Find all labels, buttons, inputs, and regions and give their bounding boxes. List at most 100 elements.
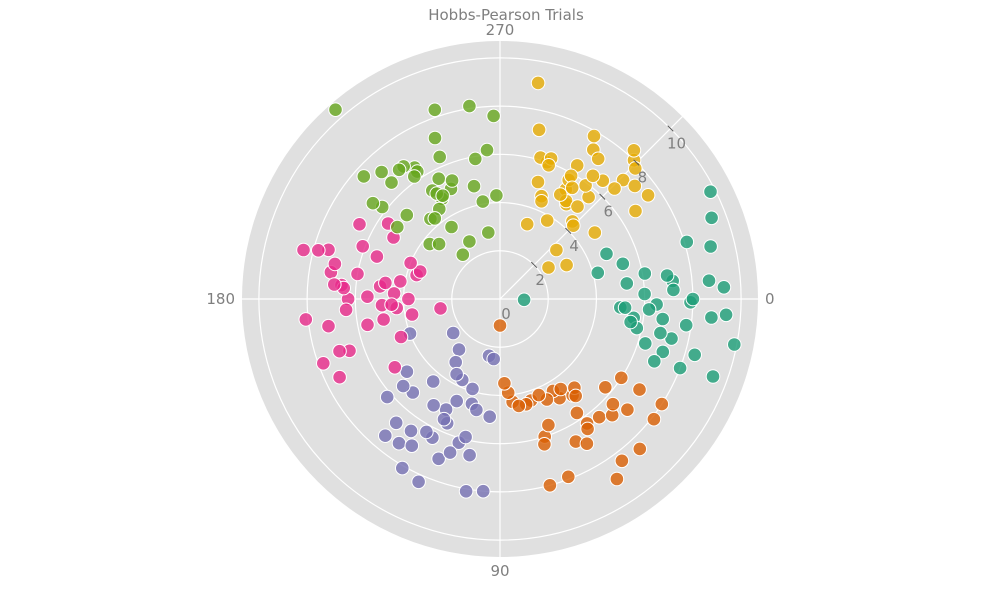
data-point[interactable] (411, 474, 426, 490)
data-point[interactable] (350, 266, 365, 282)
data-point[interactable] (620, 402, 635, 418)
data-point[interactable] (566, 218, 581, 233)
data-point[interactable] (655, 311, 671, 327)
data-point[interactable] (563, 168, 579, 184)
data-point[interactable] (609, 471, 625, 487)
data-point[interactable] (641, 302, 657, 317)
data-point[interactable] (466, 178, 482, 194)
data-point[interactable] (391, 435, 407, 451)
data-point[interactable] (666, 282, 681, 298)
data-point[interactable] (614, 370, 629, 386)
data-point[interactable] (569, 405, 585, 421)
data-point[interactable] (539, 213, 555, 228)
data-point[interactable] (395, 460, 410, 476)
data-point[interactable] (530, 75, 546, 91)
data-point[interactable] (605, 396, 621, 412)
data-point[interactable] (703, 184, 718, 199)
data-point[interactable] (497, 376, 512, 391)
data-point[interactable] (640, 188, 656, 203)
data-point[interactable] (685, 291, 701, 307)
data-point[interactable] (338, 302, 354, 318)
data-point[interactable] (328, 102, 343, 117)
data-point[interactable] (431, 236, 447, 252)
data-point[interactable] (465, 381, 480, 397)
data-point[interactable] (393, 274, 408, 289)
data-point[interactable] (403, 255, 418, 271)
data-point[interactable] (570, 199, 585, 214)
data-point[interactable] (615, 256, 631, 272)
data-point[interactable] (530, 174, 546, 190)
data-point[interactable] (704, 310, 719, 325)
data-point[interactable] (619, 276, 635, 291)
data-point[interactable] (403, 423, 419, 439)
data-point[interactable] (401, 291, 416, 307)
data-point[interactable] (451, 342, 467, 357)
data-point[interactable] (427, 130, 443, 146)
data-point[interactable] (374, 164, 389, 180)
data-point[interactable] (687, 347, 703, 363)
data-point[interactable] (482, 409, 498, 425)
data-point[interactable] (632, 382, 647, 397)
data-point[interactable] (553, 381, 569, 397)
data-point[interactable] (489, 188, 504, 203)
data-point[interactable] (564, 180, 580, 196)
data-point[interactable] (654, 396, 670, 412)
data-point[interactable] (444, 173, 460, 188)
data-point[interactable] (585, 168, 601, 184)
data-point[interactable] (559, 257, 574, 273)
data-point[interactable] (531, 387, 547, 403)
data-point[interactable] (412, 264, 428, 279)
data-point[interactable] (623, 314, 638, 330)
data-point[interactable] (360, 289, 375, 305)
data-point[interactable] (425, 374, 441, 389)
data-point[interactable] (435, 188, 451, 203)
data-point[interactable] (542, 478, 558, 493)
data-point[interactable] (647, 354, 662, 369)
data-point[interactable] (391, 162, 407, 178)
data-point[interactable] (384, 175, 399, 190)
data-point[interactable] (516, 292, 532, 308)
data-point[interactable] (628, 203, 643, 219)
data-point[interactable] (311, 243, 326, 258)
data-point[interactable] (442, 445, 458, 460)
data-point[interactable] (431, 451, 446, 467)
data-point[interactable] (704, 210, 719, 226)
data-point[interactable] (701, 273, 717, 289)
data-point[interactable] (462, 98, 477, 114)
data-point[interactable] (427, 102, 443, 118)
data-point[interactable] (384, 297, 399, 313)
data-point[interactable] (399, 207, 415, 223)
data-point[interactable] (638, 336, 653, 351)
data-point[interactable] (332, 369, 347, 385)
data-point[interactable] (637, 286, 652, 302)
data-point[interactable] (626, 143, 642, 158)
data-point[interactable] (369, 249, 385, 264)
data-point[interactable] (537, 437, 552, 452)
data-point[interactable] (705, 369, 721, 384)
data-point[interactable] (678, 317, 694, 333)
data-point[interactable] (399, 364, 415, 380)
data-point[interactable] (316, 356, 331, 371)
data-point[interactable] (436, 411, 452, 427)
data-point[interactable] (579, 436, 595, 452)
data-point[interactable] (378, 275, 393, 291)
data-point[interactable] (598, 380, 613, 395)
data-point[interactable] (378, 428, 393, 444)
data-point[interactable] (632, 441, 648, 457)
data-point[interactable] (404, 307, 420, 322)
data-point[interactable] (590, 265, 606, 281)
data-point[interactable] (332, 343, 347, 359)
data-point[interactable] (458, 429, 473, 445)
data-point[interactable] (718, 307, 734, 323)
data-point[interactable] (607, 181, 622, 196)
data-point[interactable] (716, 280, 732, 295)
data-point[interactable] (486, 108, 501, 124)
data-point[interactable] (455, 247, 471, 262)
data-point[interactable] (475, 194, 491, 209)
data-point[interactable] (475, 483, 491, 499)
data-point[interactable] (586, 128, 602, 144)
data-point[interactable] (549, 242, 564, 258)
data-point[interactable] (388, 415, 404, 431)
data-point[interactable] (433, 301, 448, 316)
data-point[interactable] (519, 216, 535, 232)
